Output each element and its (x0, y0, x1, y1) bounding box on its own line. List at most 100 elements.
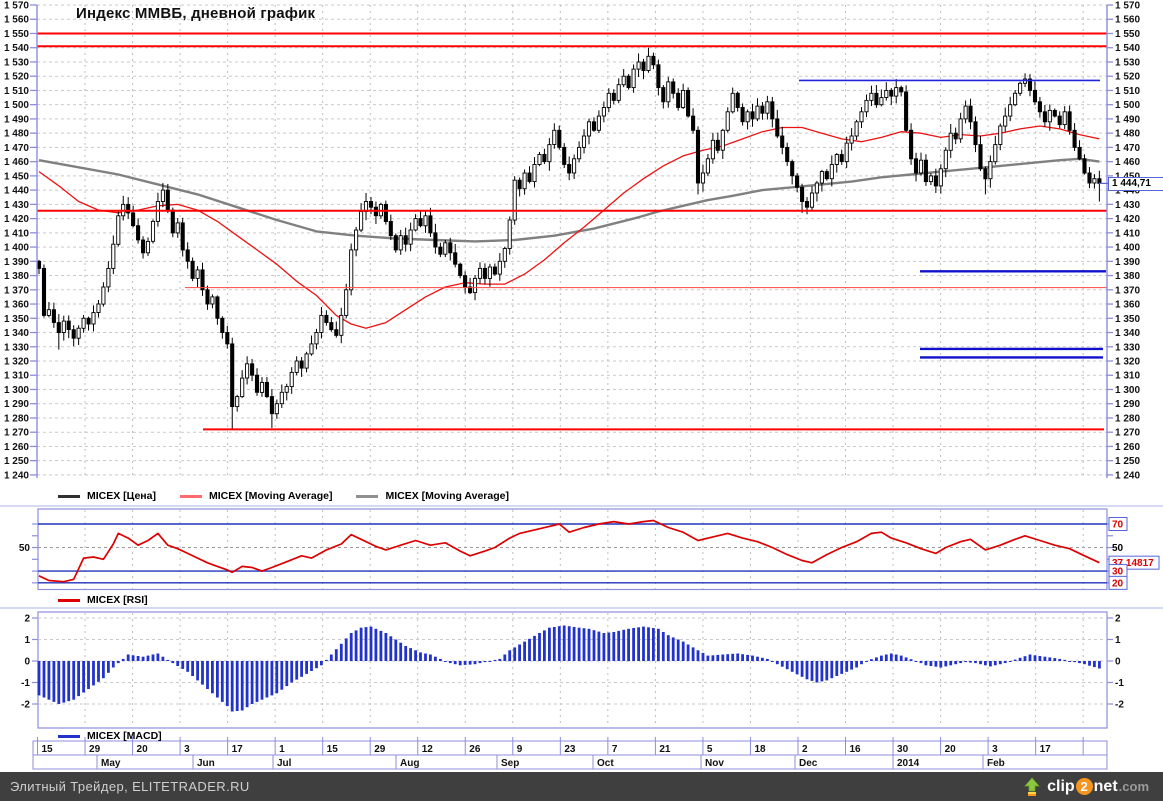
candle (339, 314, 344, 336)
candle (388, 220, 393, 237)
macd-bar (245, 661, 249, 708)
candle (552, 129, 557, 145)
macd-bar (661, 632, 665, 661)
macd-bar (993, 661, 997, 666)
candle (591, 121, 597, 131)
macd-bar (166, 659, 170, 661)
candle (180, 222, 185, 251)
candle (993, 144, 998, 163)
macd-bar (805, 661, 809, 680)
candle (740, 107, 745, 123)
day-label: 29 (89, 744, 101, 755)
macd-bar (240, 661, 244, 711)
price-tick-label: 1 490 (1115, 114, 1140, 125)
candle (289, 371, 294, 388)
candle (76, 327, 81, 339)
candle (1077, 146, 1082, 160)
price-tick-label: 1 260 (4, 442, 29, 453)
clip2net-logo[interactable]: clip 2 net .com (1022, 776, 1149, 797)
price-tick-label: 1 530 (4, 57, 29, 68)
month-label: Dec (799, 758, 818, 769)
macd-bar (652, 628, 655, 661)
macd-bar (320, 661, 323, 666)
macd-bar (657, 628, 660, 662)
price-tick-label: 1 340 (4, 328, 29, 339)
candle (691, 115, 696, 131)
candle (205, 289, 210, 305)
macd-bar (835, 661, 839, 676)
macd-bar (894, 654, 898, 661)
candle (423, 215, 428, 227)
candle (368, 201, 374, 208)
candle (666, 81, 671, 103)
macd-tick-label: -1 (21, 678, 30, 689)
price-tick-label: 1 420 (1115, 214, 1140, 225)
candle (61, 320, 66, 333)
candle (349, 249, 354, 291)
candle (175, 222, 180, 234)
macd-bar (567, 626, 571, 661)
macd-bar (295, 661, 299, 680)
candle (943, 149, 948, 170)
candle (329, 322, 334, 331)
macd-bar (637, 627, 640, 661)
price-tick-label: 1 310 (4, 371, 29, 382)
candle (651, 55, 656, 66)
macd-bar (909, 659, 913, 661)
macd-bar (116, 661, 120, 664)
candle (304, 353, 309, 369)
candle (809, 192, 815, 208)
rsi-legend: MICEX [RSI] (58, 593, 172, 607)
day-label: 5 (707, 744, 713, 755)
price-tick-label: 1 410 (4, 228, 29, 239)
macd-bar (57, 661, 61, 704)
price-tick-label: 1 300 (1115, 385, 1140, 396)
day-label: 26 (469, 744, 481, 755)
candle (616, 84, 621, 101)
macd-bar (1013, 659, 1017, 661)
candle (1082, 158, 1087, 174)
candle (1013, 92, 1018, 106)
macd-bar (171, 661, 175, 664)
candle (859, 111, 864, 123)
macd-bar (696, 650, 700, 662)
legend-label: MICEX [RSI] (87, 594, 148, 606)
macd-bar (845, 661, 849, 672)
month-label: 2014 (897, 758, 920, 769)
macd-bar (1003, 661, 1007, 664)
macd-bar (211, 661, 214, 694)
candle (775, 118, 780, 137)
macd-bar (325, 659, 328, 661)
price-tick-label: 1 520 (4, 72, 29, 83)
price-tick-label: 1 270 (4, 428, 29, 439)
candle (136, 225, 141, 241)
candle (131, 212, 136, 227)
candle (1087, 172, 1092, 184)
macd-bar (855, 661, 858, 668)
candle (334, 329, 339, 336)
macd-bar (513, 647, 517, 661)
macd-bar (47, 661, 51, 700)
macd-bar (107, 661, 110, 673)
candle (96, 303, 101, 313)
candle (150, 220, 156, 242)
price-tick-label: 1 540 (1115, 43, 1140, 54)
legend-dash-icon (58, 734, 80, 738)
macd-bar (161, 656, 165, 661)
price-tick-label: 1 340 (1115, 328, 1140, 339)
macd-bar (756, 656, 759, 661)
macd-bar (503, 654, 507, 661)
legend-label: MICEX [Цена] (87, 490, 156, 502)
candle (572, 158, 577, 174)
main-legend-item: MICEX [Цена] (58, 490, 156, 502)
candle (408, 229, 413, 245)
candle (259, 381, 265, 393)
macd-bar (334, 649, 338, 661)
logo-dotcom: .com (1118, 779, 1149, 794)
macd-bar (156, 653, 160, 661)
candle (626, 75, 631, 89)
macd-bar (181, 661, 185, 669)
candle (527, 172, 532, 182)
candle (770, 101, 775, 120)
